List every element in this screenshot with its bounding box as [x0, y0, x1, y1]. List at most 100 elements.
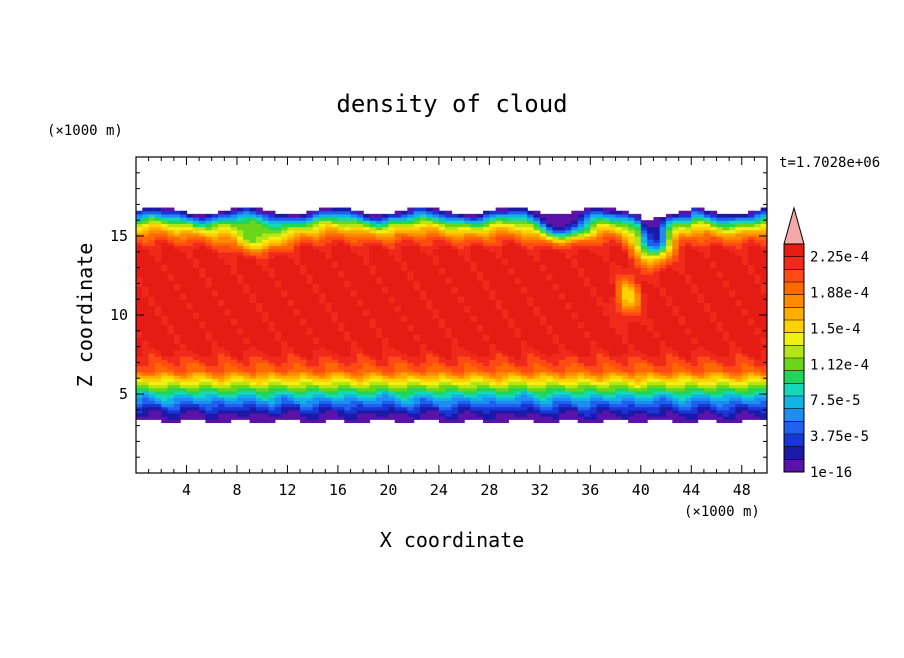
- field-cell: [205, 390, 213, 395]
- field-cell: [483, 296, 490, 300]
- field-cell: [180, 384, 188, 389]
- field-cell: [451, 406, 459, 411]
- field-cell: [394, 236, 402, 240]
- field-cell: [369, 270, 377, 275]
- field-cell: [167, 226, 175, 231]
- field-cell: [508, 264, 516, 269]
- field-cell: [331, 365, 339, 370]
- field-cell: [199, 280, 207, 284]
- field-cell: [375, 251, 383, 256]
- field-cell: [287, 346, 295, 351]
- field-cell: [199, 292, 207, 297]
- field-cell: [161, 254, 169, 259]
- field-cell: [432, 258, 440, 262]
- field-cell: [281, 397, 289, 401]
- field-cell: [552, 340, 560, 345]
- field-cell: [205, 327, 213, 332]
- field-cell: [224, 251, 232, 256]
- field-cell: [451, 283, 459, 288]
- field-cell: [255, 337, 263, 341]
- field-cell: [457, 213, 465, 218]
- field-cell: [571, 292, 579, 297]
- field-cell: [154, 403, 162, 408]
- field-cell: [262, 258, 270, 262]
- field-cell: [262, 362, 270, 367]
- field-cell: [558, 384, 566, 389]
- field-cell: [558, 346, 566, 351]
- field-cell: [533, 406, 541, 411]
- field-cell: [571, 397, 579, 401]
- field-cell: [180, 349, 188, 354]
- field-cell: [180, 248, 188, 253]
- field-cell: [558, 261, 566, 266]
- field-cell: [331, 248, 339, 253]
- field-cell: [281, 217, 289, 221]
- field-cell: [489, 292, 497, 297]
- field-cell: [413, 277, 421, 281]
- field-cell: [218, 277, 225, 281]
- field-cell: [602, 236, 610, 240]
- field-cell: [167, 248, 175, 253]
- field-cell: [438, 416, 446, 420]
- field-cell: [167, 371, 175, 376]
- field-cell: [236, 277, 244, 281]
- field-cell: [432, 308, 440, 313]
- field-cell: [508, 330, 516, 335]
- field-cell: [495, 251, 503, 256]
- field-cell: [312, 217, 320, 221]
- field-cell: [154, 352, 162, 357]
- field-cell: [161, 280, 169, 284]
- field-cell: [344, 286, 352, 291]
- field-cell: [268, 213, 276, 218]
- field-cell: [584, 229, 591, 234]
- field-cell: [413, 292, 421, 297]
- field-cell: [230, 207, 238, 212]
- field-cell: [407, 416, 415, 420]
- field-cell: [501, 318, 509, 322]
- field-cell: [224, 343, 232, 348]
- field-cell: [552, 308, 560, 313]
- field-cell: [501, 333, 509, 338]
- field-cell: [527, 302, 535, 307]
- field-cell: [331, 333, 339, 338]
- field-cell: [268, 327, 276, 332]
- field-cell: [539, 390, 547, 395]
- field-cell: [546, 333, 554, 338]
- field-cell: [218, 337, 225, 341]
- field-cell: [577, 359, 585, 363]
- field-cell: [394, 356, 402, 360]
- field-cell: [230, 254, 238, 259]
- field-cell: [577, 397, 585, 401]
- field-cell: [419, 352, 427, 357]
- field-cell: [300, 400, 307, 405]
- field-cell: [483, 330, 490, 335]
- field-cell: [167, 412, 175, 417]
- field-cell: [533, 315, 541, 319]
- field-cell: [293, 226, 301, 231]
- field-cell: [464, 378, 472, 382]
- field-cell: [173, 283, 181, 288]
- field-cell: [224, 277, 232, 281]
- field-cell: [520, 286, 528, 291]
- field-cell: [224, 270, 232, 275]
- field-cell: [438, 296, 446, 300]
- field-cell: [306, 239, 314, 243]
- field-cell: [236, 213, 244, 218]
- field-cell: [476, 251, 484, 256]
- field-cell: [154, 337, 162, 341]
- field-cell: [419, 403, 427, 408]
- field-cell: [413, 258, 421, 262]
- field-cell: [249, 412, 257, 417]
- field-cell: [337, 254, 345, 259]
- field-cell: [527, 400, 535, 405]
- field-cell: [413, 229, 421, 234]
- field-cell: [205, 213, 213, 218]
- field-cell: [584, 273, 591, 278]
- field-cell: [173, 242, 181, 247]
- field-cell: [344, 308, 352, 313]
- field-cell: [501, 343, 509, 348]
- field-cell: [546, 346, 554, 351]
- field-cell: [255, 311, 263, 316]
- field-cell: [483, 381, 490, 386]
- field-cell: [262, 251, 270, 256]
